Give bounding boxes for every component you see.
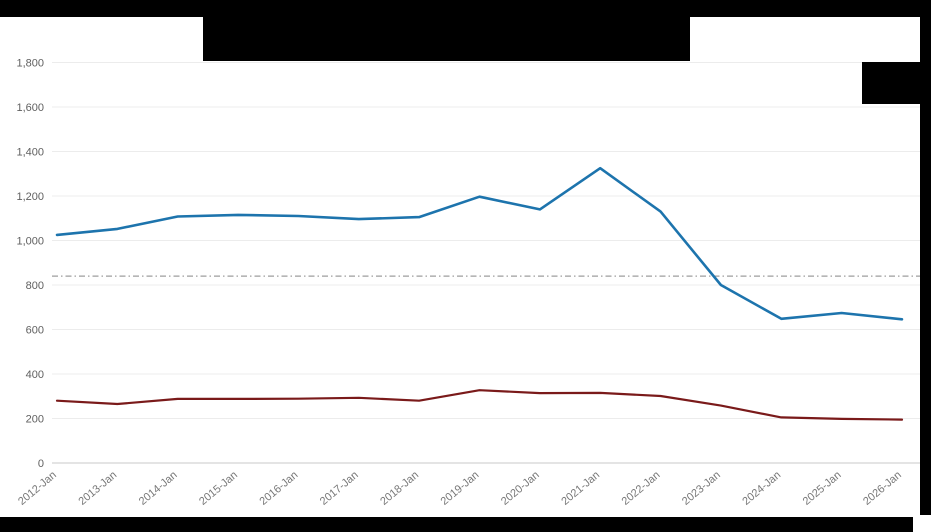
x-tick-label: 2017-Jan: [318, 469, 361, 508]
redaction-title-box: [203, 17, 690, 61]
y-tick-label: 1,800: [16, 58, 44, 70]
y-tick-label: 1,200: [16, 191, 44, 203]
x-tick-label: 2015-Jan: [197, 469, 240, 508]
redaction-top-right-box: [862, 62, 920, 104]
y-tick-label: 0: [38, 458, 44, 470]
y-tick-label: 1,000: [16, 236, 44, 248]
x-tick-label: 2024-Jan: [740, 469, 783, 508]
y-tick-label: 400: [26, 369, 44, 381]
x-tick-label: 2020-Jan: [499, 469, 542, 508]
x-tick-label: 2016-Jan: [258, 469, 301, 508]
y-tick-label: 200: [26, 414, 44, 426]
y-tick-label: 1,400: [16, 147, 44, 159]
x-tick-label: 2018-Jan: [378, 469, 421, 508]
redaction-bottom-bar: [0, 517, 913, 532]
x-tick-label: 2022-Jan: [620, 469, 663, 508]
x-tick-label: 2014-Jan: [137, 469, 180, 508]
x-tick-label: 2012-Jan: [16, 469, 59, 508]
x-tick-label: 2026-Jan: [861, 469, 904, 508]
x-tick-label: 2021-Jan: [559, 469, 602, 508]
y-tick-label: 800: [26, 280, 44, 292]
series-line-upper-series: [55, 166, 904, 321]
redaction-top-bar: [0, 0, 931, 17]
x-tick-label: 2013-Jan: [76, 469, 119, 508]
y-tick-label: 1,600: [16, 102, 44, 114]
x-tick-label: 2025-Jan: [801, 469, 844, 508]
x-tick-label: 2019-Jan: [439, 469, 482, 508]
y-tick-label: 600: [26, 325, 44, 337]
x-tick-label: 2023-Jan: [680, 469, 723, 508]
redaction-right-strip: [920, 0, 931, 515]
series-line-lower-series: [55, 389, 904, 421]
